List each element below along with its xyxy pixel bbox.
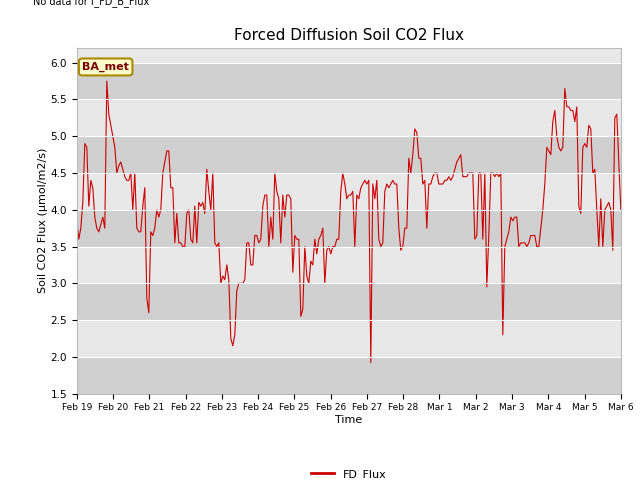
Title: Forced Diffusion Soil CO2 Flux: Forced Diffusion Soil CO2 Flux [234, 28, 464, 43]
X-axis label: Time: Time [335, 415, 362, 425]
Bar [77, 357, 621, 394]
Text: BA_met: BA_met [82, 62, 129, 72]
Bar [77, 247, 621, 283]
Bar [77, 173, 621, 210]
Y-axis label: Soil CO2 Flux (μmol/m2/s): Soil CO2 Flux (μmol/m2/s) [38, 148, 47, 293]
Bar [77, 320, 621, 357]
Bar [77, 210, 621, 247]
Bar [77, 283, 621, 320]
Bar [77, 99, 621, 136]
Legend: FD_Flux: FD_Flux [307, 465, 390, 480]
Bar [77, 63, 621, 99]
Bar [77, 136, 621, 173]
Text: No data for f_FD_B_Flux: No data for f_FD_B_Flux [33, 0, 150, 7]
